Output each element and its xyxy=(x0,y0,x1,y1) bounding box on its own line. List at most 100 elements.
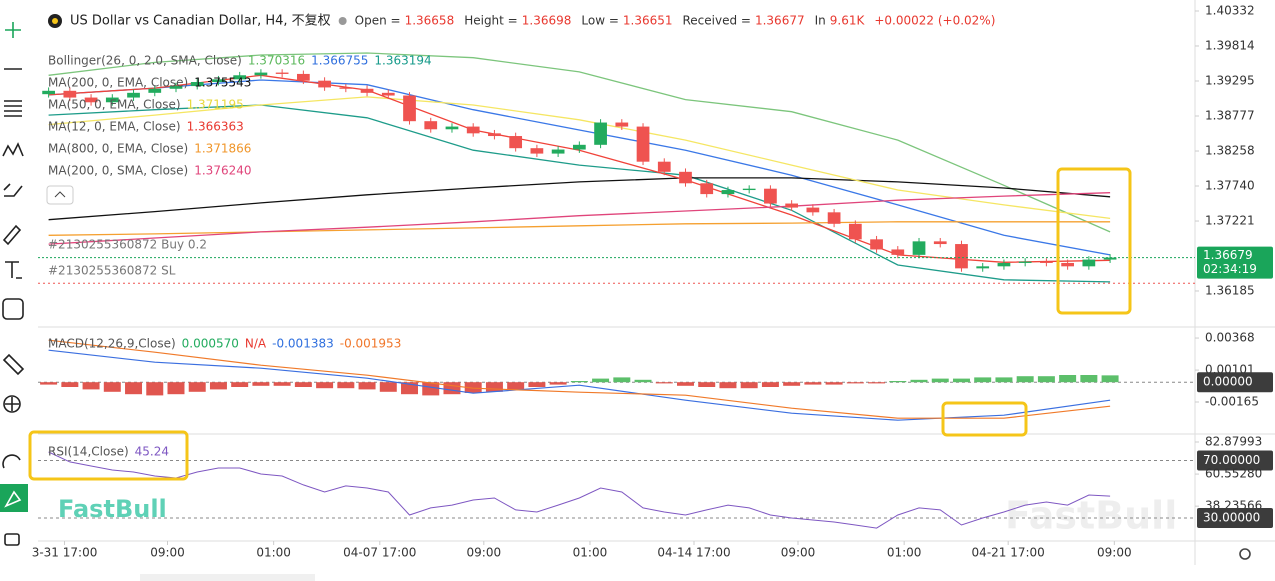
legend-readout: 1.375543 xyxy=(194,76,251,90)
macd-histogram-bar xyxy=(910,379,928,383)
pane xyxy=(38,52,1195,284)
stat-value: 1.36698 xyxy=(522,14,572,28)
legend-name: RSI(14,Close) xyxy=(48,445,129,459)
candle-body xyxy=(1082,259,1096,267)
candle-body xyxy=(1040,261,1053,263)
macd-histogram-bar xyxy=(507,382,525,390)
y-tick-label: 0.00368 xyxy=(1205,331,1255,345)
legend-readout: 1.371866 xyxy=(194,142,251,156)
scrollbar[interactable] xyxy=(140,574,315,581)
macd-histogram-bar xyxy=(677,382,694,386)
candle-body xyxy=(933,241,947,245)
forecast-tool[interactable] xyxy=(3,183,23,197)
stat-value: 1.36658 xyxy=(405,14,455,28)
x-tick-label: 3-31 17:00 xyxy=(32,546,98,560)
stat-label: Height = xyxy=(464,14,518,28)
legend-readout: 0.000570 xyxy=(182,337,239,351)
highlight-box xyxy=(1056,167,1132,315)
macd-histogram-bar xyxy=(825,382,843,385)
symbol-title: US Dollar vs Canadian Dollar, H4, 不复权 xyxy=(70,13,331,29)
macd-histogram-bar xyxy=(422,382,440,396)
last-price-label: 1.36679 xyxy=(1203,248,1253,262)
stat-value: 1.36651 xyxy=(623,14,673,28)
candle-body xyxy=(42,90,55,95)
x-tick-label: 01:00 xyxy=(573,546,608,560)
macd-line xyxy=(48,339,1111,419)
candle-body xyxy=(445,126,459,130)
x-tick-label: 01:00 xyxy=(887,546,922,560)
highlight-box xyxy=(28,430,189,481)
macd-histogram-bar xyxy=(125,382,143,395)
magnet-tool[interactable] xyxy=(2,454,21,469)
rsi-line xyxy=(48,451,1111,529)
legend-name: MA(50, 0, EMA, Close) xyxy=(48,98,181,112)
axis-box xyxy=(1197,372,1273,393)
candle-body xyxy=(296,73,310,81)
pattern-tool[interactable] xyxy=(2,142,24,157)
fib-tool[interactable] xyxy=(4,100,22,117)
indicator-line xyxy=(48,104,1111,283)
collapse-button[interactable] xyxy=(46,185,74,205)
brush-tool[interactable] xyxy=(2,224,22,246)
candle-body xyxy=(318,80,331,88)
legend-readout: 1.363194 xyxy=(374,54,431,68)
candle-body xyxy=(870,239,883,250)
candle-body xyxy=(530,148,544,154)
text-tool[interactable] xyxy=(5,261,22,279)
unlock-tool[interactable] xyxy=(4,533,20,546)
macd-histogram-bar xyxy=(570,381,588,383)
stat-label: Open = xyxy=(355,14,401,28)
symbol-icon-inner xyxy=(52,18,58,24)
y-tick-label: 1.37740 xyxy=(1205,178,1255,192)
x-tick-label: 04-14 17:00 xyxy=(657,546,730,560)
macd-histogram-bar xyxy=(846,382,864,384)
macd-histogram-bar xyxy=(592,378,610,383)
legend-readout: 45.24 xyxy=(135,445,169,459)
legend-readout: 1.366755 xyxy=(311,54,368,68)
macd-histogram-bar xyxy=(61,382,79,387)
crosshair-tool[interactable] xyxy=(5,22,21,38)
macd-histogram-bar xyxy=(952,378,970,383)
candle-body xyxy=(233,75,247,80)
candle-body xyxy=(657,161,671,172)
candle-body xyxy=(572,144,586,150)
candle-body xyxy=(1018,261,1032,263)
legend-readout: -0.001953 xyxy=(340,337,402,351)
x-tick-label: 09:00 xyxy=(467,546,502,560)
candle-body xyxy=(594,122,607,145)
y-tick-label: 70.00000 xyxy=(1203,453,1260,467)
watermark: FastBull xyxy=(1005,494,1177,538)
x-tick-label: 04-21 17:00 xyxy=(972,546,1045,560)
macd-histogram-bar xyxy=(40,382,58,385)
macd-histogram-bar xyxy=(273,382,291,386)
pane xyxy=(38,451,1195,529)
zoom-tool[interactable] xyxy=(3,395,21,413)
lock-tool-active[interactable] xyxy=(0,484,28,512)
macd-histogram-bar xyxy=(209,382,227,390)
candle-body xyxy=(976,266,990,269)
macd-histogram-bar xyxy=(549,382,567,385)
ruler-tool[interactable] xyxy=(2,353,25,376)
candle-body xyxy=(785,203,799,208)
emoji-tool[interactable] xyxy=(2,298,24,320)
stat-value: 9.61K xyxy=(830,14,866,28)
candle-body xyxy=(700,183,714,195)
y-tick-label: 82.87993 xyxy=(1205,434,1262,448)
macd-histogram-bar xyxy=(761,382,779,387)
candle-body xyxy=(615,122,629,127)
candle-body xyxy=(636,126,650,162)
axis-box xyxy=(1197,450,1273,471)
macd-histogram-bar xyxy=(231,382,249,387)
indicator-line xyxy=(48,177,1111,221)
x-tick-label: 09:00 xyxy=(150,546,185,560)
macd-histogram-bar xyxy=(82,382,100,390)
macd-histogram-bar xyxy=(103,382,121,392)
settings-button[interactable] xyxy=(1239,548,1251,560)
axis-box xyxy=(1197,507,1273,528)
macd-histogram-bar xyxy=(698,382,716,387)
macd-histogram-bar xyxy=(804,382,822,385)
stat-value: 1.36677 xyxy=(755,14,805,28)
candle-body xyxy=(806,207,820,213)
candle-body xyxy=(403,95,416,122)
